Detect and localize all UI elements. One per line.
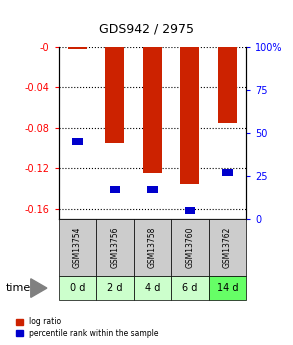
Bar bbox=[218, 47, 237, 123]
Text: GDS942 / 2975: GDS942 / 2975 bbox=[99, 22, 194, 36]
Polygon shape bbox=[31, 279, 47, 297]
Bar bbox=[185, 207, 195, 214]
Bar bbox=[222, 169, 233, 176]
Bar bbox=[147, 186, 158, 193]
Text: 0 d: 0 d bbox=[70, 283, 85, 293]
Bar bbox=[72, 138, 83, 145]
FancyBboxPatch shape bbox=[209, 276, 246, 300]
Legend: log ratio, percentile rank within the sample: log ratio, percentile rank within the sa… bbox=[16, 317, 159, 338]
Text: time: time bbox=[6, 283, 31, 293]
Text: 6 d: 6 d bbox=[182, 283, 197, 293]
Text: GSM13760: GSM13760 bbox=[185, 227, 194, 268]
FancyBboxPatch shape bbox=[171, 219, 209, 276]
Bar bbox=[68, 47, 87, 49]
Text: 4 d: 4 d bbox=[145, 283, 160, 293]
FancyBboxPatch shape bbox=[96, 276, 134, 300]
Text: GSM13754: GSM13754 bbox=[73, 227, 82, 268]
Text: 2 d: 2 d bbox=[107, 283, 122, 293]
FancyBboxPatch shape bbox=[134, 276, 171, 300]
Bar bbox=[110, 186, 120, 193]
Bar bbox=[180, 47, 199, 184]
FancyBboxPatch shape bbox=[59, 276, 96, 300]
Text: GSM13756: GSM13756 bbox=[110, 227, 119, 268]
Text: GSM13758: GSM13758 bbox=[148, 227, 157, 268]
Text: GSM13762: GSM13762 bbox=[223, 227, 232, 268]
FancyBboxPatch shape bbox=[59, 219, 96, 276]
Bar bbox=[143, 47, 162, 174]
Text: 14 d: 14 d bbox=[217, 283, 238, 293]
Bar bbox=[105, 47, 124, 143]
FancyBboxPatch shape bbox=[171, 276, 209, 300]
FancyBboxPatch shape bbox=[134, 219, 171, 276]
FancyBboxPatch shape bbox=[96, 219, 134, 276]
FancyBboxPatch shape bbox=[209, 219, 246, 276]
